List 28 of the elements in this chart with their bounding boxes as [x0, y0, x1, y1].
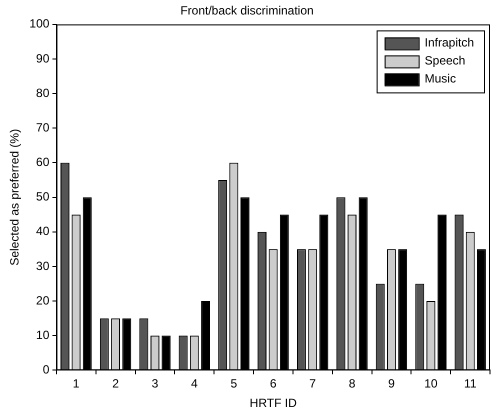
x-tick-label: 6	[270, 376, 277, 391]
x-tick-label: 7	[309, 376, 316, 391]
y-tick-label: 90	[36, 51, 50, 66]
y-tick-label: 10	[36, 328, 50, 342]
y-tick-label: 100	[29, 16, 50, 31]
legend-label: Speech	[424, 54, 466, 68]
x-axis-title: HRTF ID	[250, 396, 298, 410]
x-tick-label: 4	[191, 376, 198, 391]
x-tick-label: 10	[424, 376, 438, 391]
y-tick-label: 20	[36, 293, 50, 308]
legend-label: Infrapitch	[424, 36, 474, 50]
chart-title: Front/back discrimination	[180, 4, 314, 18]
x-tick-label: 11	[464, 376, 477, 391]
y-tick-label: 60	[36, 155, 50, 170]
x-tick-label: 2	[112, 376, 120, 391]
x-tick-label: 1	[72, 376, 80, 391]
y-tick-label: 0	[42, 362, 50, 377]
legend-label: Music	[424, 72, 456, 86]
x-tick-label: 8	[348, 376, 356, 391]
y-tick-label: 30	[36, 258, 50, 273]
y-tick-label: 40	[36, 224, 50, 238]
x-tick-label: 3	[152, 376, 159, 391]
x-tick-label: 9	[388, 376, 396, 391]
y-tick-label: 80	[36, 86, 50, 100]
y-tick-label: 70	[36, 120, 50, 134]
y-axis-title: Selected as preferred (%)	[8, 128, 22, 266]
x-tick-label: 5	[230, 376, 238, 391]
y-tick-label: 50	[36, 190, 50, 204]
